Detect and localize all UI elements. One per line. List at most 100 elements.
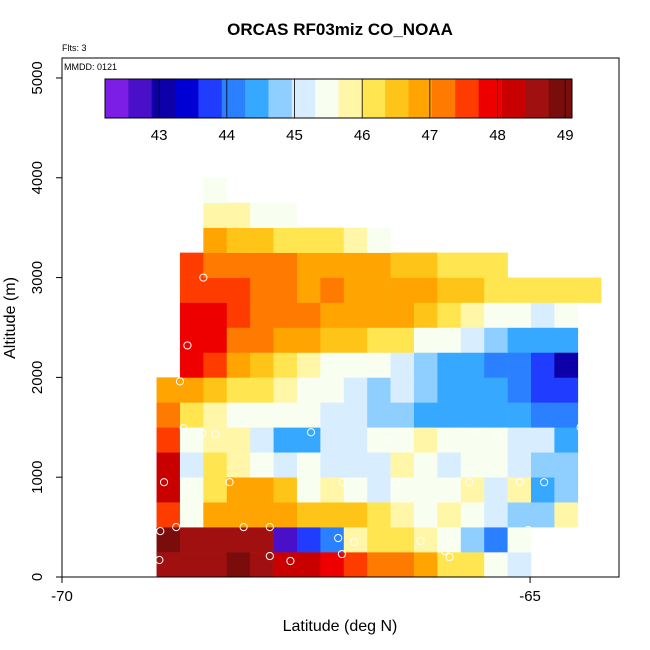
heatmap-cell [460, 277, 485, 303]
heatmap-cell [554, 427, 579, 453]
sample-point [225, 180, 234, 189]
heatmap-cell [179, 477, 204, 503]
heatmap-cell [203, 527, 228, 553]
colorbar-swatch [354, 79, 359, 118]
heatmap-cell [507, 502, 532, 528]
heatmap-cell [179, 502, 204, 528]
heatmap-cell [390, 377, 415, 403]
x-tick-label: -70 [51, 588, 73, 605]
colorbar-swatch [564, 79, 569, 118]
colorbar-swatch [494, 79, 499, 118]
colorbar-swatch [322, 79, 328, 118]
sample-point [465, 478, 474, 487]
heatmap-cell [226, 427, 251, 453]
heatmap-cell [296, 552, 321, 578]
heatmap-cell [320, 352, 345, 378]
heatmap-cell [413, 402, 438, 428]
colorbar-swatch [486, 79, 491, 118]
colorbar-swatch [540, 79, 546, 118]
y-tick-label: 4000 [29, 161, 46, 194]
colorbar-swatch [552, 79, 557, 118]
heatmap-cell [460, 377, 485, 403]
heatmap-cell [390, 302, 415, 328]
heatmap-cell [390, 477, 415, 503]
colorbar-tick-label: 45 [286, 127, 303, 144]
heatmap-cell [367, 502, 391, 528]
colorbar-swatch [536, 79, 542, 118]
sample-point [183, 478, 192, 487]
heatmap-cell [507, 427, 532, 453]
sample-point [225, 478, 234, 487]
heatmap-cell [343, 277, 368, 303]
heatmap-cell [460, 527, 485, 553]
colorbar-swatch [284, 79, 289, 118]
heatmap-cell [460, 452, 485, 478]
heatmap-cell [273, 502, 298, 528]
colorbar-swatch [280, 79, 285, 118]
y-tick-label: 1000 [29, 461, 46, 494]
heatmap-cell [296, 227, 321, 253]
heatmap-cell [437, 327, 462, 353]
heatmap-cell [460, 477, 485, 503]
colorbar-swatch [509, 79, 515, 118]
colorbar-swatch [420, 79, 425, 118]
heatmap-cell [554, 477, 579, 503]
heatmap-cell [413, 477, 438, 503]
colorbar-swatch [408, 79, 413, 118]
heatmap-cell [343, 527, 368, 553]
heatmap-cell [203, 477, 228, 503]
y-tick-label: 2000 [29, 361, 46, 394]
colorbar-swatch [147, 79, 153, 118]
colorbar-swatch [233, 79, 238, 118]
heatmap-cell [343, 227, 368, 253]
heatmap-cell [531, 452, 555, 478]
heatmap-cell [413, 352, 438, 378]
sample-point [198, 429, 207, 438]
heatmap-cell [531, 302, 555, 328]
heatmap-cell [484, 452, 508, 478]
colorbar-swatch [112, 79, 118, 118]
colorbar-swatch [221, 79, 227, 118]
heatmap-cell [203, 552, 228, 578]
colorbar-swatch [315, 79, 320, 118]
heatmap-cell [437, 527, 462, 553]
heatmap-cell [226, 527, 251, 553]
colorbar-swatch [529, 79, 534, 118]
sample-point [172, 522, 181, 532]
heatmap-cell [296, 427, 321, 453]
sample-point [382, 436, 391, 445]
colorbar-swatch [287, 79, 293, 118]
heatmap-cell [484, 352, 508, 378]
heatmap-cell [343, 352, 368, 378]
sample-point [334, 533, 343, 543]
heatmap-cell [554, 327, 579, 353]
colorbar-swatch [447, 79, 452, 118]
heatmap-cell [437, 252, 462, 278]
colorbar-swatch [190, 79, 196, 118]
heatmap-cell [390, 502, 415, 528]
colorbar-swatch [307, 79, 312, 118]
heatmap-cell [203, 377, 228, 403]
heatmap-cell [437, 402, 462, 428]
heatmap-cell [226, 202, 251, 228]
sample-point [558, 534, 567, 544]
heatmap-cell [507, 402, 532, 428]
colorbar-swatch [330, 79, 336, 118]
colorbar-swatch [369, 79, 375, 118]
sample-point [416, 536, 425, 546]
sample-point [183, 341, 192, 350]
colorbar-swatch [175, 79, 180, 118]
colorbar-swatch [178, 79, 184, 118]
colorbar-swatch [159, 79, 164, 118]
heatmap-cell [531, 377, 555, 403]
colorbar-swatch [470, 79, 476, 118]
colorbar-swatch [276, 79, 281, 118]
heatmap-cell [531, 327, 555, 353]
heatmap-cell [203, 327, 228, 353]
colorbar-swatch [311, 79, 316, 118]
sample-point [155, 555, 164, 565]
heatmap-cell [531, 477, 555, 503]
heatmap-cell [484, 552, 508, 578]
colorbar-swatch [241, 79, 246, 118]
heatmap-cell [296, 452, 321, 478]
